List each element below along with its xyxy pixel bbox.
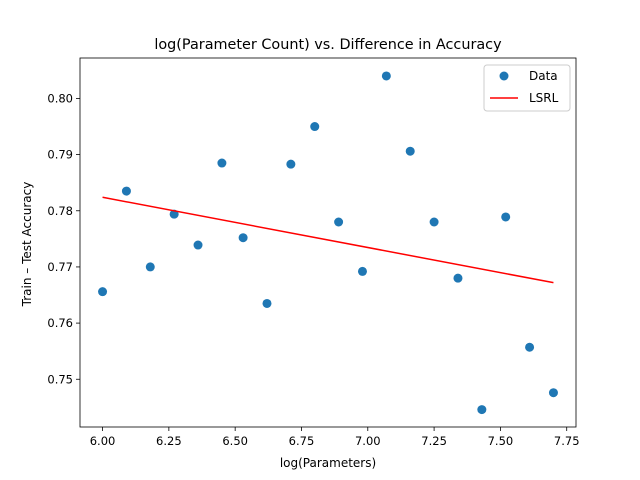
x-tick-label: 7.50 xyxy=(488,434,514,448)
x-tick-label: 7.00 xyxy=(355,434,381,448)
data-point xyxy=(477,405,487,415)
data-point xyxy=(357,266,367,276)
data-point xyxy=(548,388,558,398)
data-point xyxy=(262,298,272,308)
y-tick-label: 0.78 xyxy=(47,204,73,218)
data-point xyxy=(238,233,248,243)
data-point xyxy=(525,342,535,352)
y-tick-label: 0.79 xyxy=(47,148,73,162)
data-point xyxy=(334,217,344,227)
legend-label: Data xyxy=(529,69,558,83)
x-tick-label: 6.50 xyxy=(222,434,248,448)
chart-title: log(Parameter Count) vs. Difference in A… xyxy=(154,37,502,53)
data-point xyxy=(217,158,227,168)
data-point xyxy=(405,146,415,156)
data-point xyxy=(310,122,320,132)
data-point xyxy=(145,262,155,272)
x-axis: 6.00 6.25 6.50 6.75 7.00 7.25 7.50 7.75 xyxy=(90,427,580,448)
data-point xyxy=(501,212,511,222)
legend-swatch-marker xyxy=(499,71,509,81)
data-point xyxy=(453,273,463,283)
legend: Data LSRL xyxy=(483,64,571,112)
x-axis-label: log(Parameters) xyxy=(280,456,376,470)
y-tick-label: 0.80 xyxy=(47,91,73,105)
data-point xyxy=(193,240,203,250)
y-axis: 0.75 0.76 0.77 0.78 0.79 0.80 xyxy=(47,91,80,386)
x-tick-label: 7.25 xyxy=(421,434,447,448)
data-point xyxy=(98,287,108,297)
x-tick-label: 7.75 xyxy=(554,434,580,448)
y-axis-label: Train – Test Accuracy xyxy=(20,182,34,308)
data-point xyxy=(286,159,296,169)
x-tick-label: 6.00 xyxy=(90,434,116,448)
y-tick-label: 0.76 xyxy=(47,316,73,330)
data-point xyxy=(429,217,439,227)
legend-label: LSRL xyxy=(529,91,559,105)
data-point xyxy=(121,186,131,196)
series-lsrl xyxy=(102,196,554,284)
data-point xyxy=(381,71,391,81)
axes-frame xyxy=(79,57,577,428)
series-data xyxy=(98,71,558,415)
lsrl-line xyxy=(102,196,554,284)
y-tick-label: 0.75 xyxy=(47,372,73,386)
x-tick-label: 6.75 xyxy=(289,434,315,448)
plot-area xyxy=(79,57,577,428)
x-tick-label: 6.25 xyxy=(156,434,182,448)
y-tick-label: 0.77 xyxy=(47,260,73,274)
